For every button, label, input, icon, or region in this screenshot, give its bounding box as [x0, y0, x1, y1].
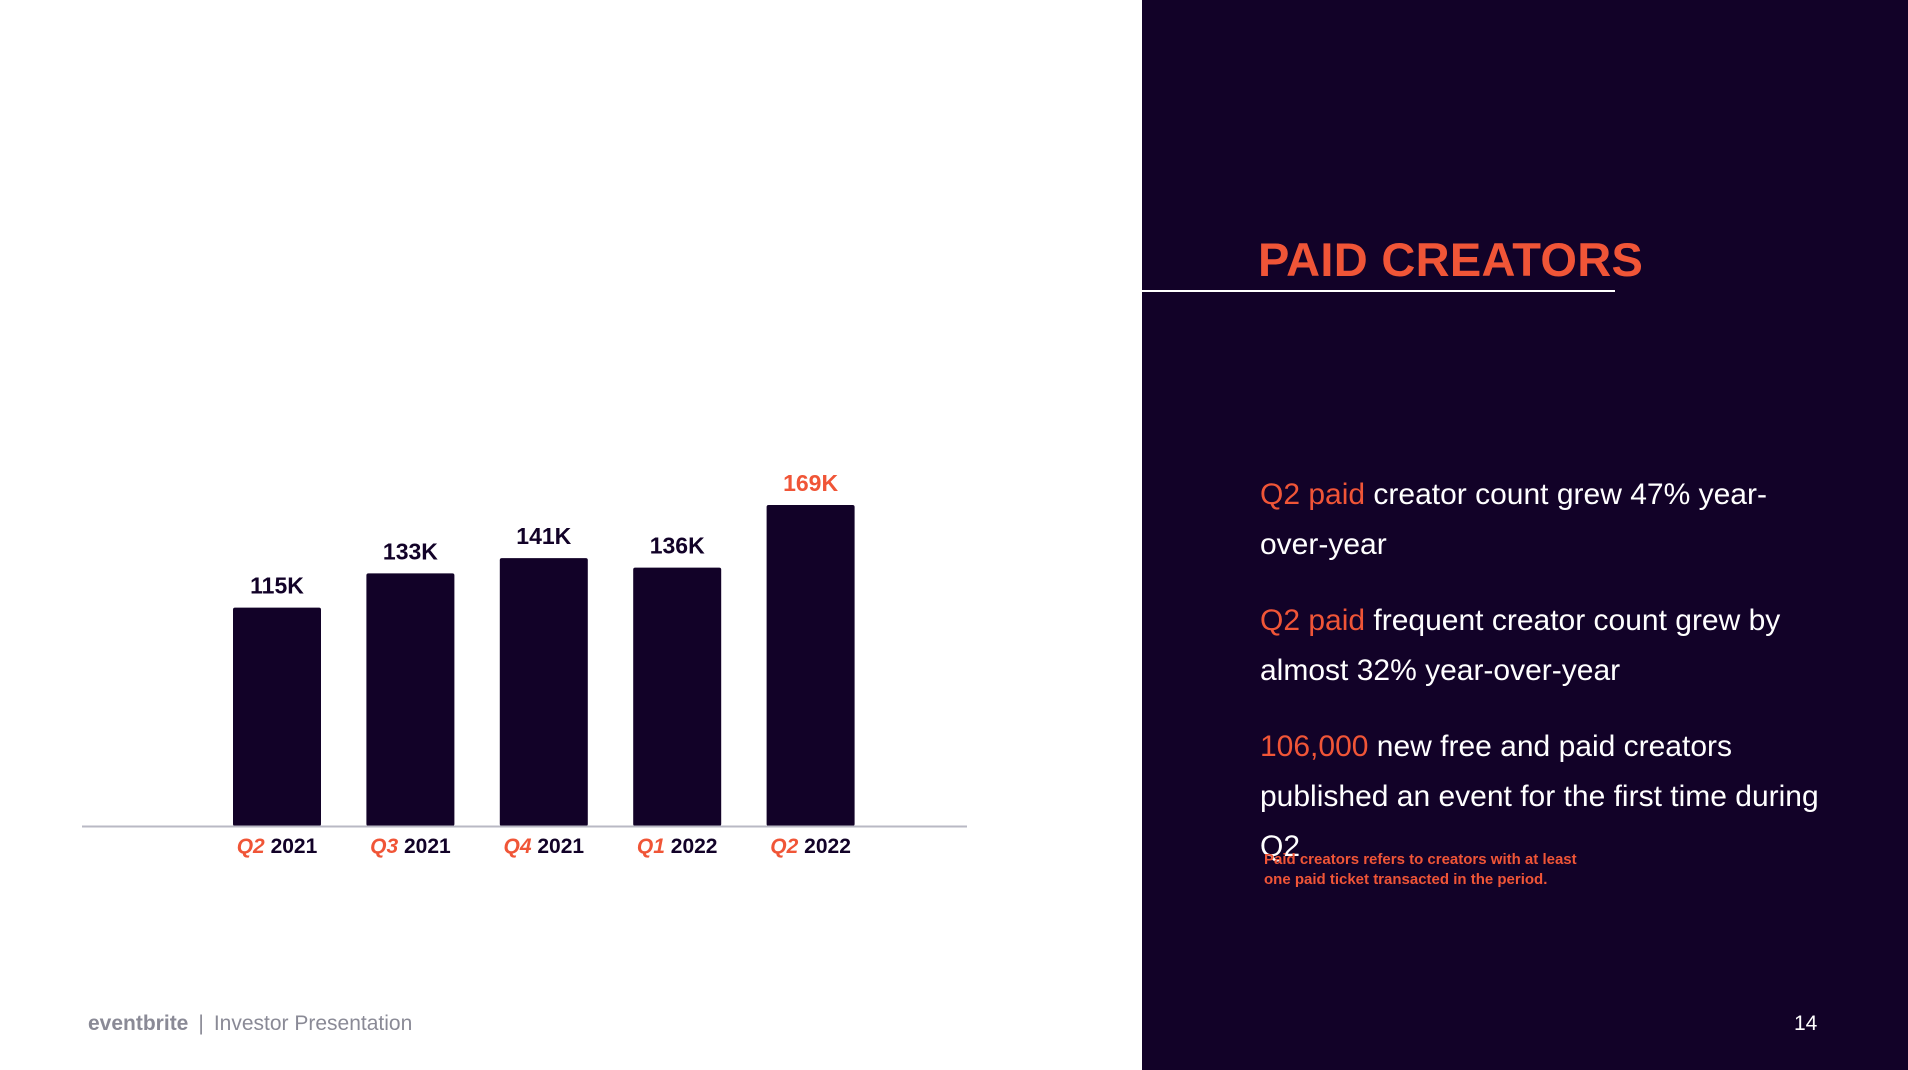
- data-label-1: 133K: [383, 538, 438, 564]
- x-tick-label-0: Q2 2021: [237, 835, 318, 858]
- bullet-highlight: 106,000: [1260, 730, 1368, 763]
- bullet-yoy-growth: Q2 paid creator count grew 47% year-over…: [1260, 470, 1820, 570]
- x-tick-quarter: Q3: [370, 835, 404, 858]
- x-tick-year: 2021: [404, 835, 451, 858]
- bullet-list: Q2 paid creator count grew 47% year-over…: [1260, 470, 1820, 898]
- bar-0: [233, 608, 321, 826]
- paid-creators-bar-chart: 115K Q2 2021 133K Q3 2021 141K Q4 2021 136K Q1 …: [0, 0, 1142, 1070]
- bar-2: [500, 558, 588, 826]
- x-tick-year: 2021: [271, 835, 318, 858]
- chart-panel: 115K Q2 2021 133K Q3 2021 141K Q4 2021 136K Q1 …: [0, 0, 1142, 1070]
- page-number: 14: [1794, 1012, 1817, 1036]
- page-title: PAID CREATORS: [1258, 232, 1643, 287]
- title-underline: [1142, 290, 1615, 292]
- x-tick-year: 2022: [671, 835, 718, 858]
- footer: eventbrite | Investor Presentation: [88, 1012, 412, 1036]
- x-tick-quarter: Q4: [504, 835, 538, 858]
- footer-brand: eventbrite: [88, 1012, 188, 1035]
- bullet-frequent-creators: Q2 paid frequent creator count grew by a…: [1260, 596, 1820, 696]
- x-tick-year: 2021: [537, 835, 584, 858]
- data-label-4: 169K: [783, 470, 838, 496]
- x-tick-quarter: Q2: [237, 835, 271, 858]
- x-tick-year: 2022: [804, 835, 851, 858]
- data-label-2: 141K: [516, 523, 571, 549]
- bar-4: [767, 505, 855, 826]
- x-tick-label-3: Q1 2022: [637, 835, 718, 858]
- x-tick-quarter: Q2: [770, 835, 804, 858]
- footnote: Paid creators refers to creators with at…: [1264, 850, 1604, 890]
- bar-1: [366, 573, 454, 826]
- data-label-3: 136K: [650, 533, 705, 559]
- bar-3: [633, 568, 721, 826]
- footer-separator: |: [198, 1012, 203, 1035]
- x-tick-label-2: Q4 2021: [504, 835, 585, 858]
- x-tick-label-1: Q3 2021: [370, 835, 451, 858]
- bullet-highlight: Q2 paid: [1260, 478, 1365, 511]
- x-tick-quarter: Q1: [637, 835, 671, 858]
- footer-text: Investor Presentation: [214, 1012, 412, 1035]
- bullet-highlight: Q2 paid: [1260, 604, 1365, 637]
- data-label-0: 115K: [250, 573, 304, 599]
- x-tick-label-4: Q2 2022: [770, 835, 851, 858]
